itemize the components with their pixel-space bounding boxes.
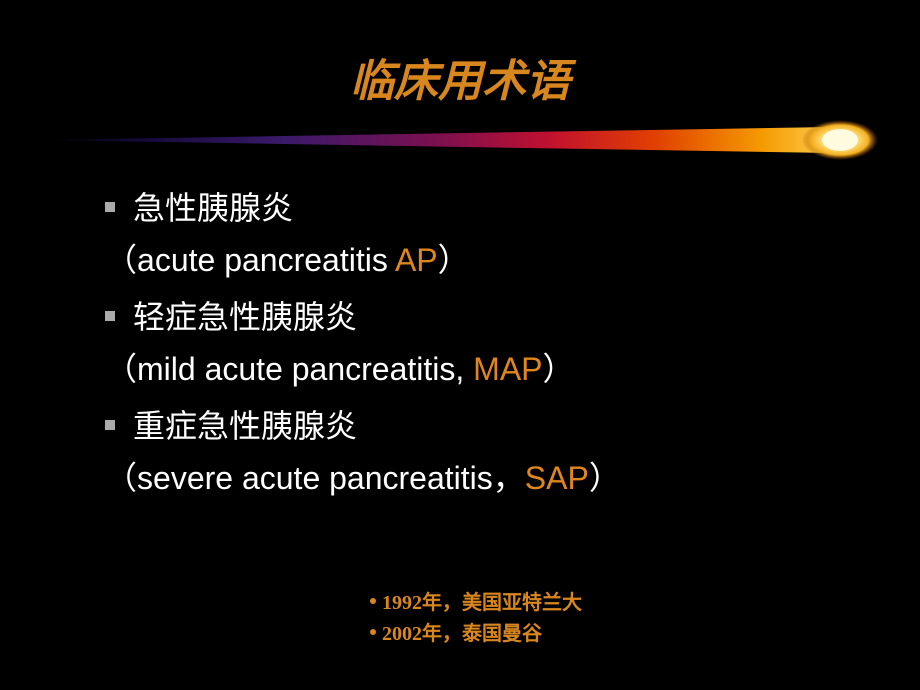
footer-block: 1992年，美国亚特兰大 2002年，泰国曼谷 (370, 586, 582, 648)
footer-text: 1992年，美国亚特兰大 (382, 586, 582, 615)
paren-open: （ (105, 460, 137, 496)
term-chinese: 轻症急性胰腺炎 (133, 294, 357, 340)
bullet-dot-icon (370, 629, 376, 635)
term-english: （mild acute pancreatitis, MAP） (105, 346, 845, 392)
term-abbr: SAP (525, 460, 589, 496)
paren-open: （ (105, 351, 137, 387)
term-abbr: AP (395, 242, 438, 278)
content-block: 急性胰腺炎 （acute pancreatitis AP） 轻症急性胰腺炎 （m… (105, 185, 845, 511)
term-en-text: acute pancreatitis (137, 242, 395, 278)
term-english: （severe acute pancreatitis，SAP） (105, 455, 845, 501)
comet-divider (40, 115, 880, 165)
footer-item: 2002年，泰国曼谷 (370, 617, 582, 646)
term-english: （acute pancreatitis AP） (105, 237, 845, 283)
paren-close: ） (438, 242, 470, 278)
bullet-icon (105, 420, 115, 430)
term-item: 急性胰腺炎 (105, 185, 845, 231)
paren-open: （ (105, 242, 137, 278)
term-en-text: mild acute pancreatitis, (137, 351, 473, 387)
bullet-dot-icon (370, 598, 376, 604)
slide-title: 临床用术语 (0, 45, 920, 109)
term-item: 重症急性胰腺炎 (105, 403, 845, 449)
bullet-icon (105, 202, 115, 212)
footer-item: 1992年，美国亚特兰大 (370, 586, 582, 615)
term-item: 轻症急性胰腺炎 (105, 294, 845, 340)
term-abbr: MAP (473, 351, 542, 387)
paren-close: ） (589, 460, 621, 496)
paren-close: ） (543, 351, 575, 387)
footer-text: 2002年，泰国曼谷 (382, 617, 542, 646)
term-chinese: 急性胰腺炎 (133, 185, 293, 231)
term-en-text: severe acute pancreatitis， (137, 460, 525, 496)
bullet-icon (105, 311, 115, 321)
slide: 临床用术语 (0, 0, 920, 690)
term-chinese: 重症急性胰腺炎 (133, 403, 357, 449)
